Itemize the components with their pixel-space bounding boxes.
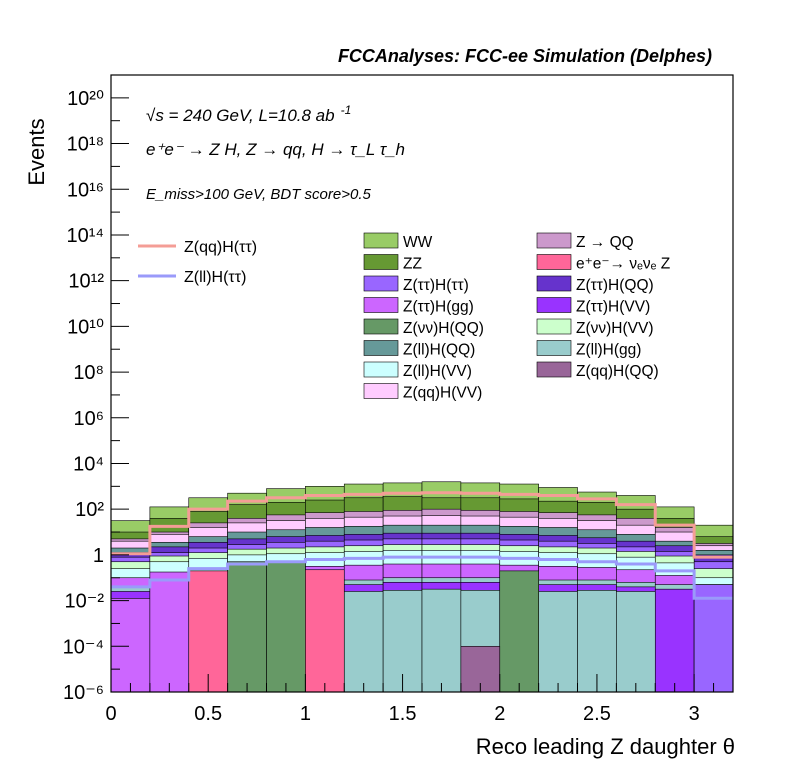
legend-label: Z → QQ <box>576 234 634 251</box>
x-tick-label: 2.5 <box>583 703 611 725</box>
x-tick-label: 0.5 <box>194 703 222 725</box>
y-axis: 10⁻⁶ 10⁻⁴ 10⁻² 1 10² 10⁴ 10⁶ 10⁸ 10¹⁰ 10¹² 10¹⁴ 10¹… <box>63 74 129 704</box>
legend-swatch <box>536 340 572 356</box>
legend-label: Z(ττ)H(gg) <box>403 299 474 316</box>
legend-label: Z(qq)H(QQ) <box>576 363 659 380</box>
legend-label: Z(ll)H(VV) <box>403 363 472 380</box>
bar-zvvhqq-3 <box>227 561 267 693</box>
x-axis: 0 0.5 1 1.5 2 2.5 3 <box>105 674 734 725</box>
annotation-process: e⁺e⁻ → Z H, Z → qq, H → τ_L τ_h <box>146 140 405 159</box>
y-axis-label: Events <box>24 118 49 185</box>
bar-ztthvv-14 <box>654 588 695 693</box>
x-tick-label: 2 <box>494 703 505 725</box>
bar-ztthgg_low-15 <box>693 584 734 693</box>
legend-swatch <box>536 232 572 249</box>
y-tick-label: 10² <box>75 499 104 521</box>
y-tick-label: 1 <box>93 545 104 567</box>
bar-zllhgg-low-8 <box>421 588 462 693</box>
legend-swatch <box>536 275 572 292</box>
x-tick-label: 0 <box>105 703 116 725</box>
x-tick-label: 1.5 <box>389 703 417 725</box>
y-tick-label: 10⁻² <box>65 591 105 613</box>
y-tick-label: 10¹² <box>68 271 104 293</box>
legend-swatch <box>363 318 399 335</box>
legend-swatch <box>536 254 572 270</box>
y-tick-label: 10¹⁴ <box>67 225 105 247</box>
legend-label: Z(νν)H(QQ) <box>403 320 484 337</box>
legend-swatch <box>363 383 399 399</box>
y-tick-label: 10¹⁰ <box>67 316 104 338</box>
bar-zvvhqq-10 <box>499 570 539 693</box>
y-tick-label: 10⁸ <box>73 362 104 384</box>
annotation-block: √s = 240 GeV, L=10.8 ab -1 e⁺e⁻ → Z H, Z … <box>146 103 405 203</box>
bar-ztthgg_low-0 <box>110 598 151 693</box>
x-axis-label: Reco leading Z daughter θ <box>476 734 735 759</box>
legend: Z(qq)H(ττ) Z(ll)H(ττ) WW ZZ Z(ττ)H(ττ) Z(ττ)H… <box>138 232 670 402</box>
legend-label: WW <box>403 234 433 251</box>
legend-label: Z(ll)H(QQ) <box>403 342 475 359</box>
legend-swatch <box>536 318 572 335</box>
legend-label: ZZ <box>403 256 422 273</box>
annotation-cuts: E_miss>100 GeV, BDT score>0.5 <box>146 186 371 203</box>
stacked-histograms <box>110 481 734 693</box>
bar-zllhgg-low-11 <box>538 591 578 693</box>
signal-line-zqq-htautau <box>111 491 733 559</box>
annotation-energy: √s = 240 GeV, L=10.8 ab -1 <box>146 103 351 125</box>
legend-swatch <box>536 361 572 378</box>
y-tick-label: 10¹⁶ <box>67 179 104 201</box>
legend-label: Z(ττ)H(VV) <box>576 299 650 316</box>
legend-label: Z(qq)H(VV) <box>403 385 482 402</box>
chart-title: FCCAnalyses: FCC-ee Simulation (Delphes) <box>338 46 712 66</box>
bar-eeznunu-5 <box>305 569 345 693</box>
y-tick-label: 10⁻⁶ <box>63 682 104 704</box>
y-tick-label: 10²⁰ <box>67 88 104 110</box>
legend-swatch <box>363 275 399 292</box>
y-tick-label: 10⁴ <box>73 453 104 475</box>
legend-line-label: Z(ll)H(ττ) <box>184 269 246 286</box>
legend-swatch <box>363 297 399 313</box>
bar-zllhgg-low-6 <box>343 591 384 693</box>
signal-line-zll-htautau <box>111 555 733 600</box>
legend-label: Z(ll)H(gg) <box>576 342 641 359</box>
legend-swatch <box>536 297 572 313</box>
bar-ztthgg_low-1 <box>149 571 190 693</box>
bar-zvvhqq-4 <box>266 561 306 693</box>
bar-zllhgg-low-13 <box>616 591 656 693</box>
signal-lines <box>111 491 733 600</box>
legend-label: Z(νν)H(VV) <box>576 320 654 337</box>
legend-swatch <box>363 254 399 270</box>
bar-eeznunu-2 <box>188 570 228 693</box>
x-tick-label: 3 <box>689 703 700 725</box>
bar-zllhgg-low-7 <box>382 590 423 693</box>
legend-label: Z(ττ)H(QQ) <box>576 277 654 294</box>
y-tick-label: 10⁻⁴ <box>63 636 104 658</box>
y-tick-label: 10⁶ <box>74 408 104 430</box>
y-tick-label: 10¹⁸ <box>67 134 104 156</box>
legend-label: e⁺e⁻→ νₑνₑ Z <box>576 256 670 273</box>
legend-swatch <box>363 361 399 378</box>
x-tick-label: 1 <box>300 703 311 725</box>
legend-swatch <box>363 232 399 249</box>
legend-line-label: Z(qq)H(ττ) <box>184 239 257 256</box>
legend-swatch <box>363 340 399 356</box>
legend-label: Z(ττ)H(ττ) <box>403 277 469 294</box>
